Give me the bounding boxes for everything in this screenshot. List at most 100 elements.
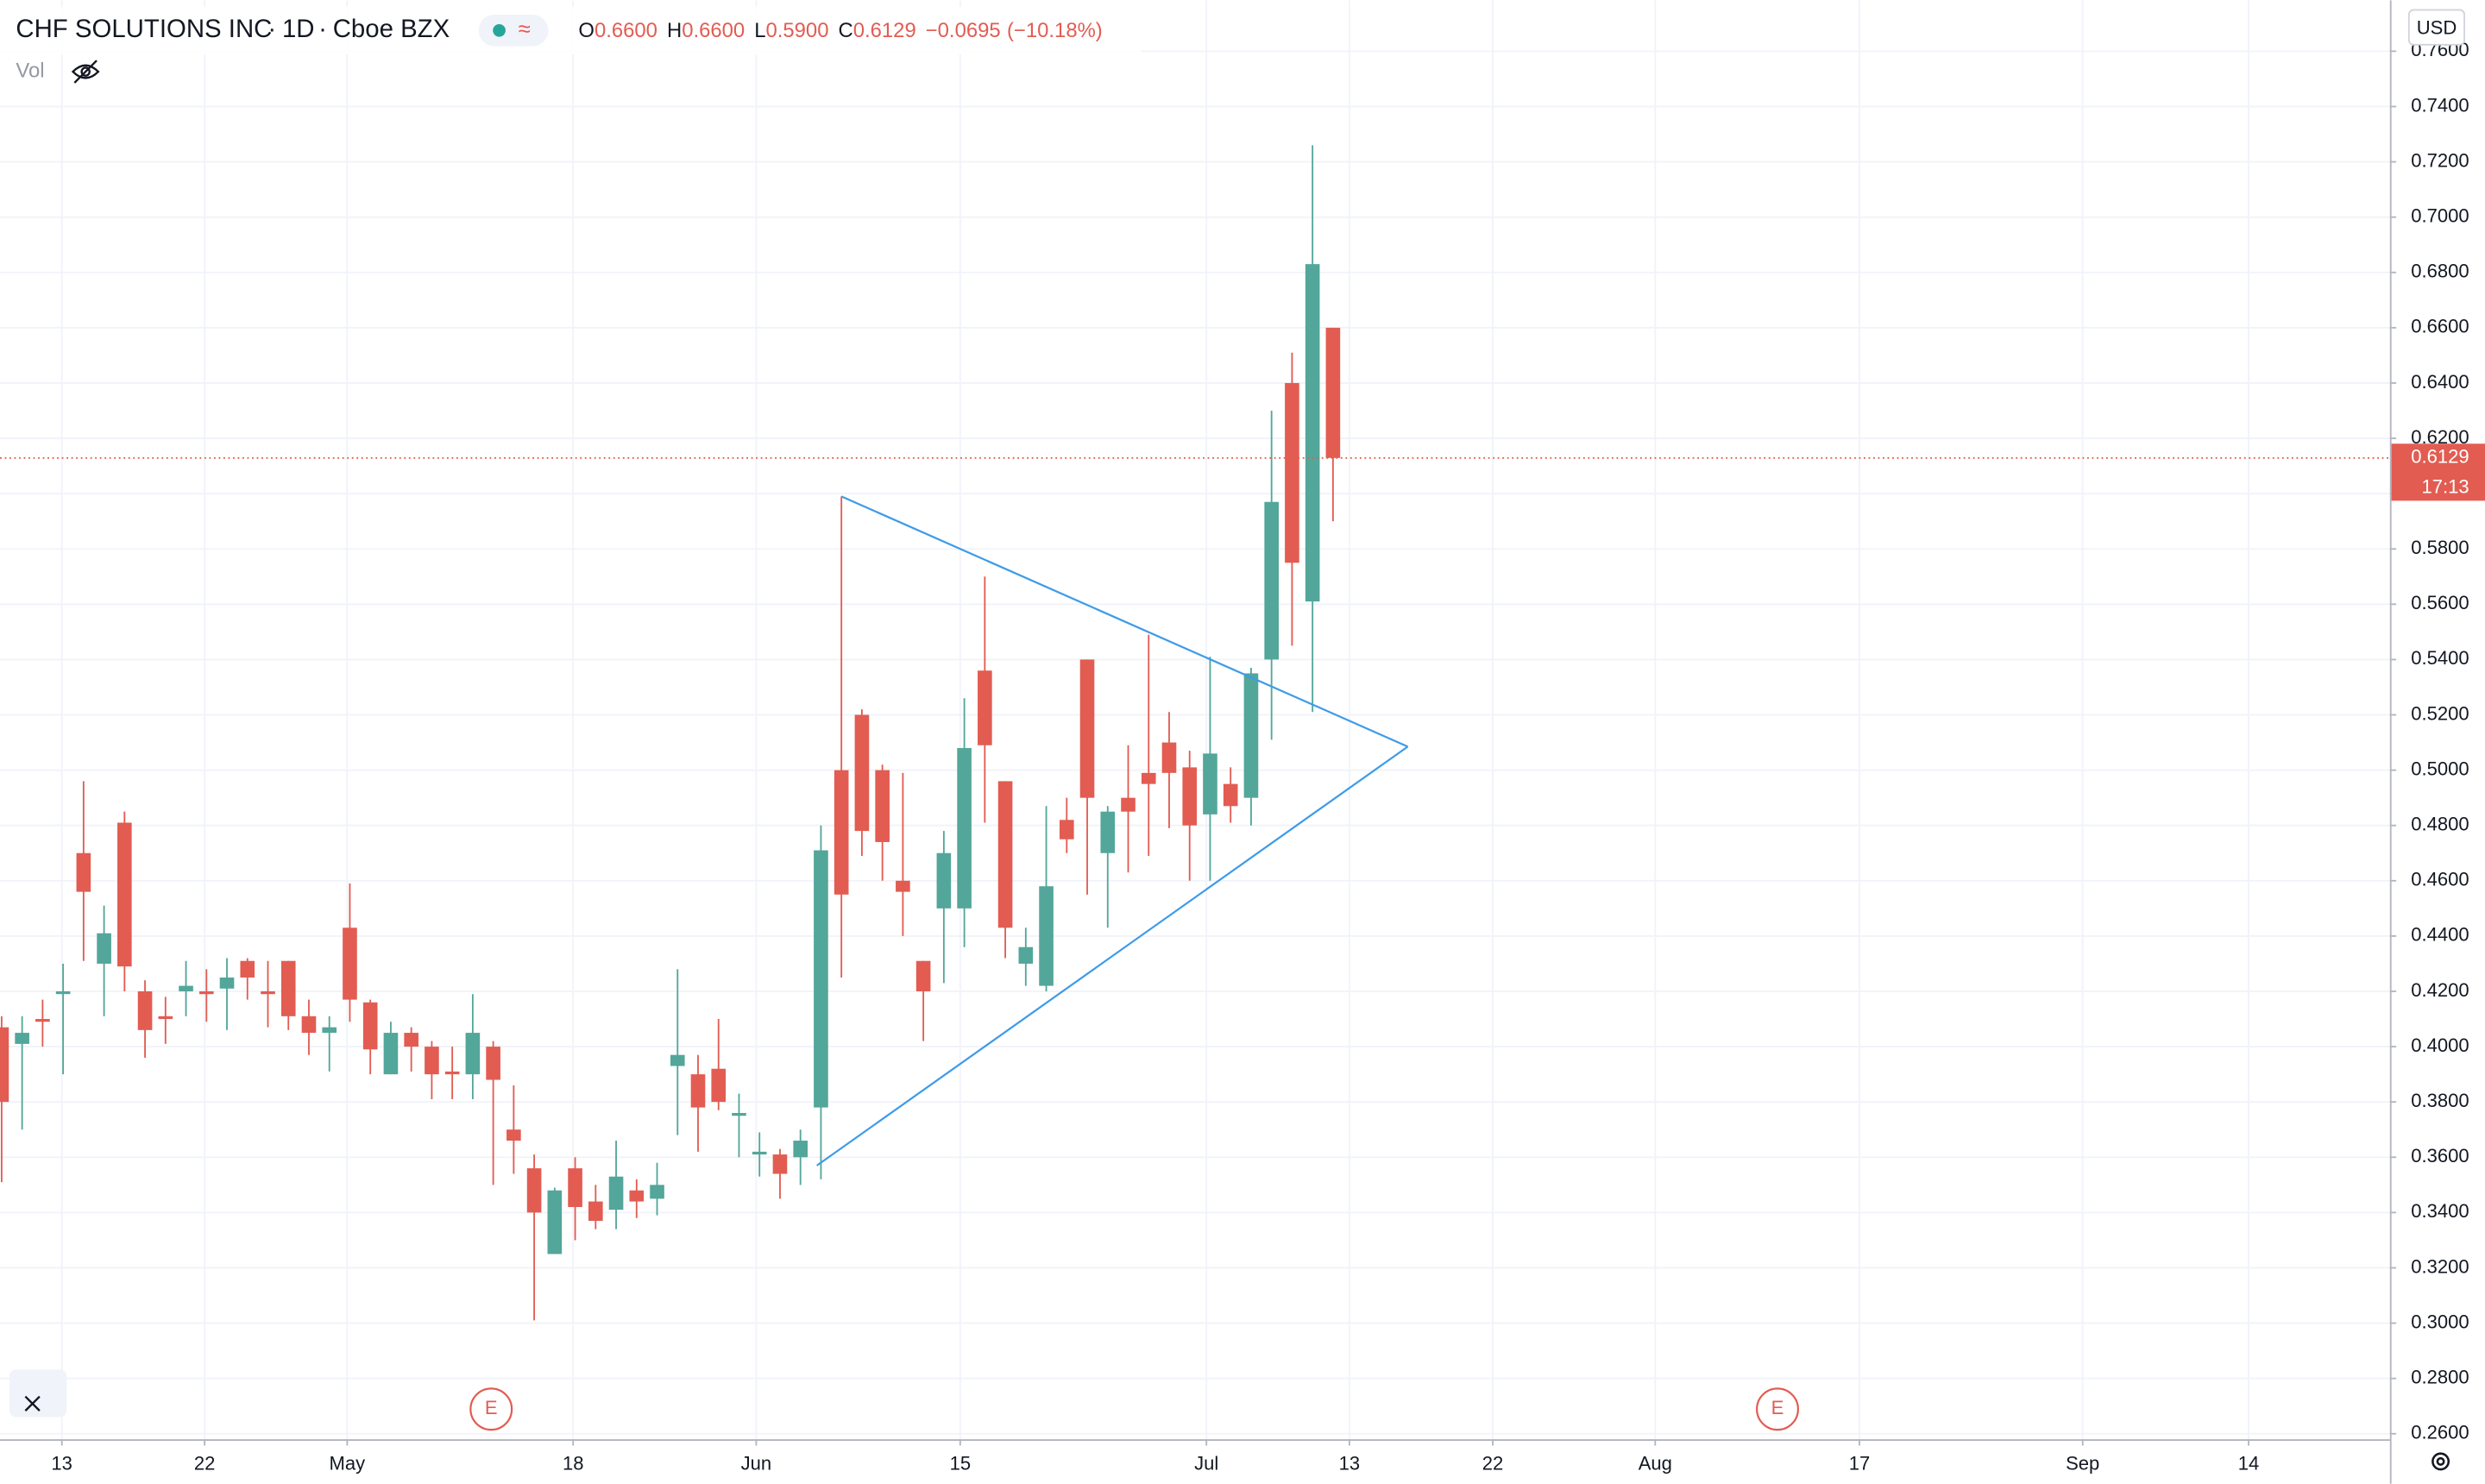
currency-box bbox=[2407, 9, 2466, 46]
change: −0.0695 bbox=[926, 19, 1001, 42]
hide-volume-icon[interactable] bbox=[71, 60, 100, 84]
candle-body bbox=[608, 1176, 624, 1210]
candle-body bbox=[1161, 742, 1177, 773]
x-tick-label: 22 bbox=[1482, 1452, 1504, 1474]
y-tick-label: 0.5000 bbox=[2411, 758, 2469, 779]
separator: · bbox=[318, 15, 327, 43]
candle-body bbox=[629, 1190, 645, 1202]
interval: 1D bbox=[282, 15, 315, 43]
candle-body bbox=[506, 1129, 521, 1141]
y-tick-label: 0.4000 bbox=[2411, 1034, 2469, 1056]
trend-line bbox=[840, 495, 1408, 748]
candle-body bbox=[1305, 264, 1320, 602]
candle-body bbox=[915, 960, 931, 991]
candle-body bbox=[219, 977, 235, 989]
earnings-label: E bbox=[1771, 1397, 1784, 1418]
change-pct: (−10.18%) bbox=[1007, 19, 1103, 42]
y-tick-label: 0.6600 bbox=[2411, 316, 2469, 337]
y-tick-label: 0.6400 bbox=[2411, 371, 2469, 393]
earnings-label: E bbox=[485, 1397, 498, 1418]
open-value: 0.6600 bbox=[595, 19, 657, 42]
close-value: 0.6129 bbox=[853, 19, 916, 42]
legend-bg bbox=[0, 6, 1142, 54]
y-tick-label: 0.3400 bbox=[2411, 1200, 2469, 1222]
candle-body bbox=[1182, 767, 1198, 826]
candle-body bbox=[97, 933, 111, 964]
candle-body bbox=[362, 1002, 378, 1050]
candle-body bbox=[957, 747, 972, 909]
candle-body bbox=[1079, 659, 1095, 798]
currency-button[interactable]: USD bbox=[2407, 9, 2466, 46]
candle-body bbox=[854, 714, 870, 832]
candle-body bbox=[1285, 382, 1299, 563]
y-tick-label: 0.3600 bbox=[2411, 1145, 2469, 1166]
candle-body bbox=[486, 1047, 500, 1080]
y-tick-label: 0.4800 bbox=[2411, 814, 2469, 835]
candle-body bbox=[568, 1168, 582, 1207]
close-button[interactable] bbox=[9, 1369, 67, 1418]
axes: 0.2600 0.2800 0.3000 0.3200 0.3400 0.3600 0.38… bbox=[51, 39, 2485, 1474]
candle-body bbox=[117, 822, 132, 967]
candle-body bbox=[875, 770, 890, 842]
y-tick-label: 0.5600 bbox=[2411, 592, 2469, 613]
candle-body bbox=[690, 1074, 706, 1108]
candle-body bbox=[137, 990, 153, 1030]
x-tick-label: 18 bbox=[563, 1452, 584, 1474]
candle-body bbox=[896, 880, 910, 892]
y-tick-label: 0.7200 bbox=[2411, 149, 2469, 171]
close-box bbox=[9, 1369, 67, 1418]
candle-body bbox=[1264, 501, 1279, 660]
candle-body bbox=[752, 1151, 767, 1155]
candle-body bbox=[301, 1016, 317, 1034]
status-icon: ≈ bbox=[519, 17, 531, 41]
candle-body bbox=[465, 1033, 481, 1075]
x-tick-label: 22 bbox=[194, 1452, 216, 1474]
y-tick-label: 0.4200 bbox=[2411, 979, 2469, 1001]
candle-body bbox=[997, 781, 1013, 928]
x-tick-label: Jul bbox=[1194, 1452, 1218, 1474]
candle-body bbox=[1223, 783, 1238, 807]
y-tick-label: 0.2600 bbox=[2411, 1422, 2469, 1443]
low-label: L bbox=[754, 19, 765, 42]
status-dot bbox=[493, 23, 506, 37]
y-tick-label: 0.5800 bbox=[2411, 537, 2469, 558]
settings-button[interactable] bbox=[2432, 1452, 2450, 1471]
candle-body bbox=[588, 1201, 603, 1221]
y-tick-label: 0.4400 bbox=[2411, 924, 2469, 946]
volume-label: Vol bbox=[16, 59, 44, 82]
exchange: Cboe BZX bbox=[333, 15, 450, 43]
x-tick-label: 15 bbox=[950, 1452, 972, 1474]
high-value: 0.6600 bbox=[682, 19, 745, 42]
y-tick-label: 0.5400 bbox=[2411, 647, 2469, 669]
open-label: O bbox=[578, 19, 595, 42]
y-tick-label: 0.7400 bbox=[2411, 94, 2469, 116]
y-tick-label: 0.6800 bbox=[2411, 261, 2469, 282]
x-tick-label: May bbox=[330, 1452, 366, 1474]
candle-body bbox=[814, 850, 828, 1108]
candle-body bbox=[444, 1071, 460, 1075]
x-tick-label: 17 bbox=[1849, 1452, 1871, 1474]
candle-body bbox=[179, 985, 193, 991]
candle-body bbox=[1100, 811, 1116, 853]
candle-body bbox=[1018, 946, 1034, 964]
candle-body bbox=[834, 770, 849, 895]
candle-body bbox=[1121, 797, 1136, 812]
close-icon bbox=[24, 1395, 41, 1412]
candle-body bbox=[343, 928, 357, 1000]
close-label: C bbox=[839, 19, 853, 42]
candle-body bbox=[240, 960, 255, 978]
candle-body bbox=[404, 1033, 418, 1047]
candle-body bbox=[0, 1027, 9, 1103]
low-value: 0.5900 bbox=[765, 19, 828, 42]
candle-body bbox=[793, 1141, 808, 1158]
x-tick-label: 14 bbox=[2238, 1452, 2260, 1474]
candle-body bbox=[1243, 673, 1259, 798]
x-tick-label: Jun bbox=[741, 1452, 772, 1474]
candle-body bbox=[670, 1054, 685, 1066]
x-tick-label: Aug bbox=[1639, 1452, 1672, 1474]
candle-body bbox=[158, 1016, 173, 1020]
market-status[interactable] bbox=[478, 14, 549, 47]
candle-body bbox=[15, 1033, 29, 1044]
y-tick-label: 0.3200 bbox=[2411, 1255, 2469, 1277]
